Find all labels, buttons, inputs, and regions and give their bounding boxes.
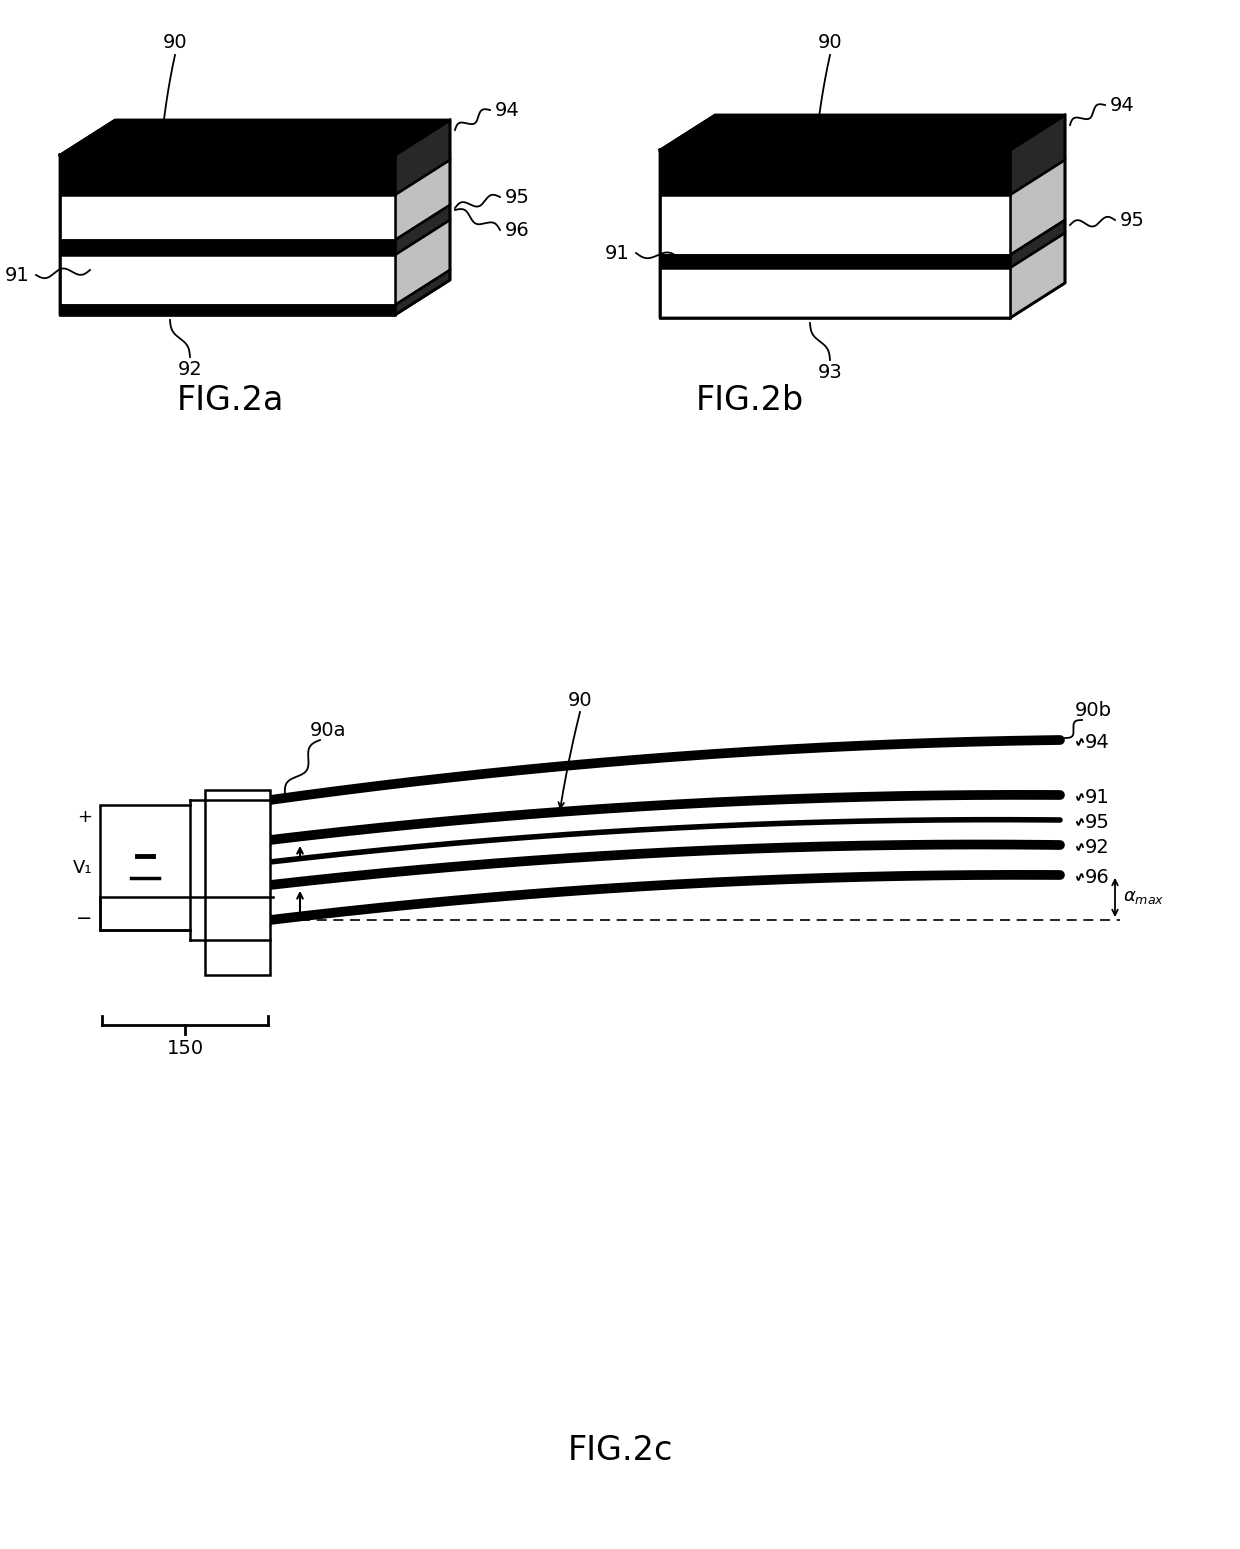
Polygon shape bbox=[396, 119, 450, 195]
Text: FIG.2c: FIG.2c bbox=[568, 1433, 672, 1467]
Text: V₁: V₁ bbox=[72, 858, 92, 877]
Polygon shape bbox=[660, 268, 1011, 318]
Text: $\alpha_{max}$: $\alpha_{max}$ bbox=[1123, 888, 1164, 906]
Text: 90: 90 bbox=[162, 33, 187, 51]
Text: 92: 92 bbox=[1085, 838, 1110, 857]
Bar bbox=[100, 805, 190, 929]
Text: FIG.2b: FIG.2b bbox=[696, 384, 804, 417]
Text: 94: 94 bbox=[1110, 96, 1135, 115]
Text: 96: 96 bbox=[1085, 867, 1110, 886]
Text: 94: 94 bbox=[495, 101, 520, 119]
Bar bbox=[205, 790, 270, 974]
Polygon shape bbox=[60, 240, 396, 256]
Polygon shape bbox=[270, 819, 1060, 884]
Text: 90: 90 bbox=[817, 33, 842, 51]
Polygon shape bbox=[396, 270, 450, 314]
Text: 90b: 90b bbox=[1075, 700, 1112, 719]
Text: FIG.2a: FIG.2a bbox=[176, 384, 284, 417]
Polygon shape bbox=[396, 220, 450, 305]
Polygon shape bbox=[1011, 232, 1065, 318]
Polygon shape bbox=[396, 204, 450, 256]
Text: P: P bbox=[312, 894, 322, 911]
Polygon shape bbox=[660, 195, 1011, 256]
Polygon shape bbox=[396, 160, 450, 240]
Text: 96: 96 bbox=[505, 220, 529, 240]
Polygon shape bbox=[60, 155, 396, 195]
Polygon shape bbox=[270, 740, 1060, 840]
Text: 91: 91 bbox=[605, 243, 630, 262]
Polygon shape bbox=[1011, 220, 1065, 268]
Text: 91: 91 bbox=[1085, 787, 1110, 807]
Polygon shape bbox=[270, 844, 1060, 920]
Polygon shape bbox=[60, 305, 396, 314]
Polygon shape bbox=[1011, 115, 1065, 195]
Polygon shape bbox=[270, 795, 1060, 861]
Text: 90a: 90a bbox=[310, 720, 346, 739]
Polygon shape bbox=[660, 115, 1065, 150]
Text: +: + bbox=[77, 809, 92, 826]
Polygon shape bbox=[60, 119, 450, 155]
Text: 90: 90 bbox=[568, 691, 593, 709]
Text: P: P bbox=[312, 843, 322, 860]
Text: 95: 95 bbox=[1120, 211, 1145, 229]
Text: 150: 150 bbox=[166, 1039, 203, 1058]
Text: −: − bbox=[76, 909, 92, 928]
Text: 93: 93 bbox=[817, 362, 842, 383]
Polygon shape bbox=[60, 195, 396, 240]
Polygon shape bbox=[60, 256, 396, 305]
Text: 94: 94 bbox=[1085, 733, 1110, 751]
Text: 92: 92 bbox=[177, 359, 202, 380]
Polygon shape bbox=[660, 256, 1011, 268]
Text: 91: 91 bbox=[5, 265, 30, 285]
Polygon shape bbox=[1011, 160, 1065, 256]
Text: 95: 95 bbox=[1085, 813, 1110, 832]
Polygon shape bbox=[660, 150, 1011, 195]
Text: 95: 95 bbox=[505, 187, 529, 206]
